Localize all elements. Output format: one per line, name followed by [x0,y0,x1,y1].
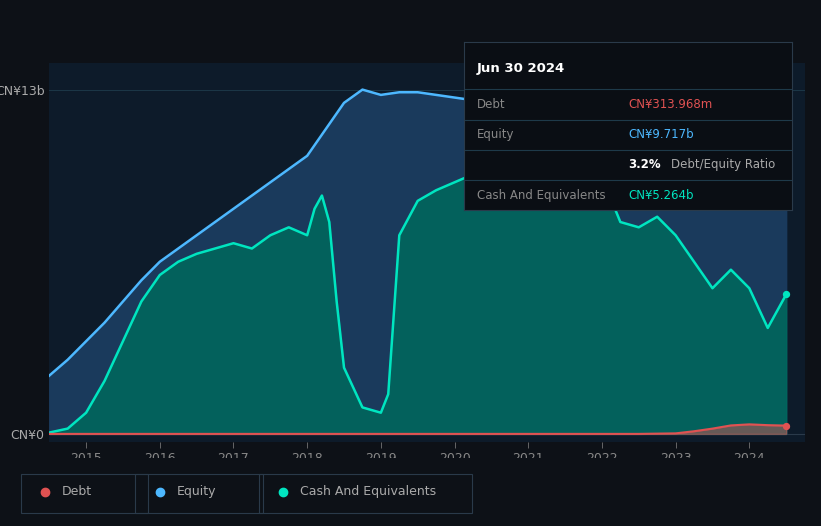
Text: Equity: Equity [477,128,515,141]
Text: Cash And Equivalents: Cash And Equivalents [477,189,606,202]
Text: 3.2%: 3.2% [628,158,661,171]
Text: Debt/Equity Ratio: Debt/Equity Ratio [671,158,775,171]
Point [780,290,793,299]
Text: Jun 30 2024: Jun 30 2024 [477,62,565,75]
Point [780,421,793,430]
Text: CN¥9.717b: CN¥9.717b [628,128,694,141]
Text: Debt: Debt [477,98,506,111]
Text: Cash And Equivalents: Cash And Equivalents [300,485,436,498]
Text: Equity: Equity [177,485,216,498]
Text: Debt: Debt [62,485,92,498]
Text: CN¥5.264b: CN¥5.264b [628,189,694,202]
Text: CN¥313.968m: CN¥313.968m [628,98,713,111]
Point [780,173,793,181]
